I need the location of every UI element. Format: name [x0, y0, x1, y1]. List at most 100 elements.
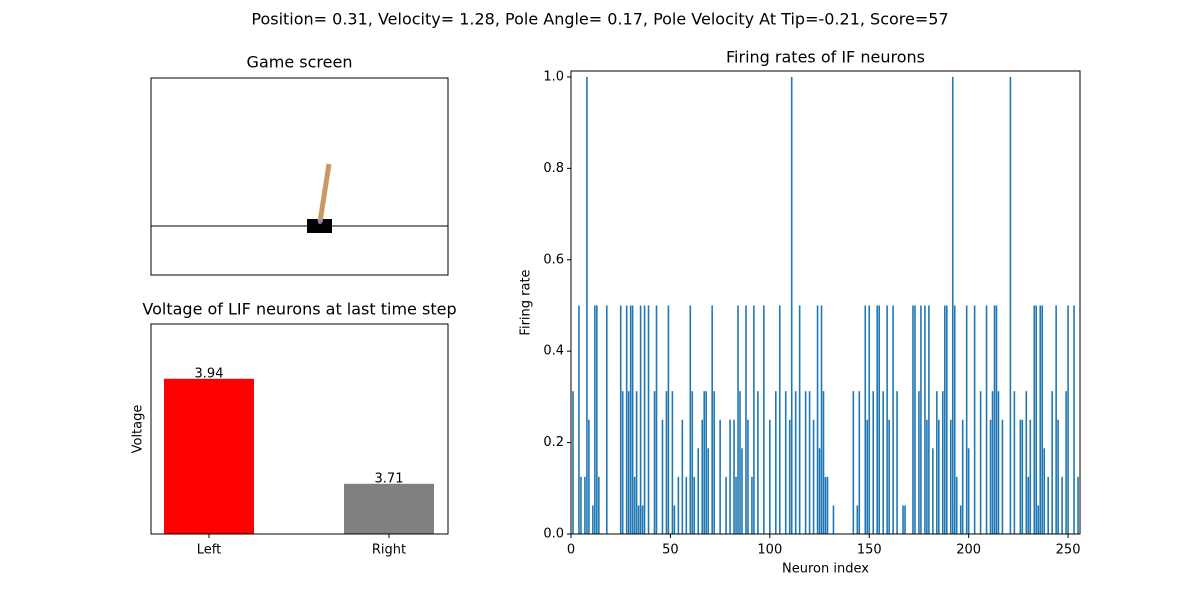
- bar: [852, 391, 855, 534]
- bar: [820, 305, 823, 534]
- bar: [598, 476, 600, 534]
- bar: [661, 419, 664, 534]
- bar: [769, 419, 771, 534]
- bar: [872, 391, 875, 534]
- bar: [888, 419, 890, 534]
- bar: [621, 391, 624, 534]
- bar: [989, 419, 992, 534]
- bar: [1057, 419, 1059, 534]
- bar: [693, 476, 696, 534]
- bar: [733, 419, 735, 534]
- bar: [745, 305, 747, 534]
- bar: [1029, 419, 1032, 534]
- chart-title: Firing rates of IF neurons: [726, 48, 925, 67]
- bar: [637, 505, 640, 534]
- bar: [979, 391, 982, 534]
- bar: [866, 419, 869, 534]
- bar: [1013, 391, 1016, 534]
- bar: [932, 448, 934, 534]
- bar: [942, 391, 944, 534]
- bar: [936, 391, 938, 534]
- bar: [856, 505, 859, 534]
- bar: [778, 305, 781, 534]
- bar: [703, 391, 706, 534]
- bar: [584, 476, 586, 534]
- bar: [739, 391, 741, 534]
- bar: [619, 305, 622, 534]
- bar: [953, 305, 956, 534]
- bar: [812, 419, 815, 534]
- bar: [763, 305, 765, 534]
- bar: [1027, 476, 1030, 534]
- x-tick-label: Right: [372, 543, 406, 558]
- bar: [1041, 305, 1044, 534]
- bar: [790, 76, 793, 534]
- bar: [627, 391, 630, 534]
- y-axis-label: Voltage: [131, 405, 146, 454]
- bar: [741, 448, 743, 534]
- bar: [1021, 419, 1024, 534]
- x-tick-label: 100: [757, 543, 782, 558]
- bar: [914, 305, 916, 534]
- y-tick-label: 0.6: [543, 252, 564, 267]
- bar: [711, 305, 713, 534]
- bar: [671, 391, 674, 534]
- bar: [967, 448, 970, 534]
- bar: [586, 76, 588, 534]
- value-label: 3.71: [375, 471, 404, 486]
- bar: [729, 419, 731, 534]
- cart: [307, 219, 332, 233]
- bar: [1035, 305, 1038, 534]
- bar: [904, 505, 906, 534]
- bar: [605, 305, 608, 534]
- bar: [639, 305, 642, 534]
- bar: [707, 448, 709, 534]
- y-tick-label: 0.8: [543, 161, 564, 176]
- bar: [882, 391, 884, 534]
- bar: [997, 391, 1000, 534]
- bar: [959, 505, 962, 534]
- value-label: 3.94: [195, 366, 224, 381]
- bar: [949, 419, 952, 534]
- bar: [794, 391, 797, 534]
- bar: [757, 391, 759, 534]
- bar: [926, 419, 928, 534]
- bar: [818, 448, 821, 534]
- bar: [701, 419, 704, 534]
- bar: [1043, 448, 1046, 534]
- bar: [1037, 505, 1040, 534]
- y-axis-label: Firing rate: [519, 269, 534, 335]
- bar: [816, 305, 819, 534]
- x-axis-label: Neuron index: [782, 562, 869, 577]
- bar: [920, 305, 922, 534]
- bar: [753, 305, 755, 534]
- bar: [822, 391, 825, 534]
- x-tick-label: 150: [857, 543, 882, 558]
- pole: [317, 163, 332, 223]
- bar: [965, 305, 968, 534]
- bar: [737, 305, 739, 534]
- bar: [592, 505, 594, 534]
- axes-frame: [570, 70, 1081, 535]
- bar: [993, 305, 996, 534]
- bar: [665, 391, 668, 534]
- bar: [1065, 391, 1067, 534]
- bar: [1067, 305, 1069, 534]
- bar: [808, 391, 811, 534]
- bar: [896, 391, 898, 534]
- bar: [677, 476, 680, 534]
- bar: [924, 305, 926, 534]
- x-tick-label: 250: [1056, 543, 1081, 558]
- y-tick-label: 1.0: [543, 69, 564, 84]
- bar: [685, 476, 688, 534]
- bar: [594, 305, 596, 534]
- bar: [751, 476, 753, 534]
- bar: [1047, 476, 1049, 534]
- bar: [681, 419, 684, 534]
- bar: [705, 391, 707, 534]
- bar: [747, 419, 749, 534]
- bar: [995, 305, 998, 534]
- bar: [918, 391, 920, 534]
- bar: [735, 476, 737, 534]
- bar: [826, 476, 829, 534]
